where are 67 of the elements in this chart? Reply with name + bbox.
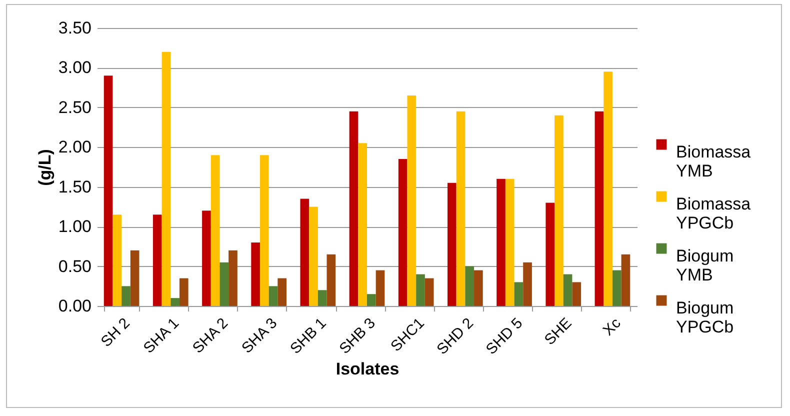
bar [612, 270, 622, 306]
bar [162, 52, 171, 306]
y-tick-label: 2.00 [58, 138, 92, 157]
x-tick-label: SHD 5 [482, 314, 526, 358]
bar [278, 278, 286, 306]
bar [358, 143, 367, 306]
x-tick-label: SHA 1 [140, 314, 182, 357]
bar [202, 210, 211, 306]
x-tick-label: SHA 2 [189, 314, 232, 357]
y-tick-label: 1.00 [58, 217, 92, 236]
bar [604, 72, 612, 306]
legend-label: Biogum YMB [676, 246, 734, 284]
bar [179, 278, 188, 306]
bar [523, 262, 532, 306]
bar [376, 270, 385, 306]
bar [514, 282, 524, 306]
bar [546, 202, 555, 306]
y-tick-label: 3.50 [58, 18, 92, 38]
bar [563, 274, 572, 306]
bar [496, 178, 506, 306]
bar [260, 155, 269, 306]
bar [170, 298, 180, 306]
bar [505, 178, 514, 306]
bar [398, 159, 408, 306]
bar [367, 294, 376, 306]
bar [424, 278, 434, 306]
bar [448, 182, 456, 306]
y-tick-label: 2.50 [58, 98, 92, 117]
bar [456, 111, 466, 306]
bar [112, 214, 122, 306]
bar [465, 266, 474, 306]
legend-label: Biomassa YPGCb [676, 194, 752, 232]
y-axis-title: (g/L) [35, 149, 54, 186]
x-tick-label: SHB 1 [287, 314, 330, 358]
bar [318, 290, 327, 306]
x-tick-label: Xc [600, 314, 625, 340]
y-tick-label: 0.00 [58, 296, 92, 316]
bar [474, 270, 483, 306]
y-tick-label: 3.00 [58, 58, 92, 78]
bar [210, 155, 220, 306]
bar [572, 282, 582, 306]
bar [300, 198, 310, 306]
x-tick-label: SH 2 [98, 314, 134, 350]
bar [122, 286, 130, 306]
bar [268, 286, 278, 306]
bar [152, 214, 162, 306]
bar [407, 96, 416, 306]
bar [594, 111, 604, 306]
x-tick-label: SHB 3 [336, 314, 379, 358]
bar [228, 250, 238, 306]
x-axis-title: Isolates [336, 359, 400, 378]
bar [326, 254, 336, 306]
bar [220, 262, 229, 306]
x-tick-label: SHA 3 [238, 314, 281, 357]
bar [621, 254, 630, 306]
bar [416, 274, 425, 306]
bar [309, 206, 318, 306]
bar [349, 111, 358, 306]
x-tick-label: SHD 2 [434, 314, 477, 358]
legend-label: Biomassa YMB [676, 142, 752, 180]
bar [554, 115, 564, 306]
y-tick-label: 0.50 [58, 256, 92, 276]
bar [251, 242, 260, 306]
y-tick-label: 1.50 [58, 177, 92, 196]
legend-label: Biogum YPGCb [676, 298, 734, 336]
bar [104, 76, 113, 306]
bar [130, 250, 140, 306]
